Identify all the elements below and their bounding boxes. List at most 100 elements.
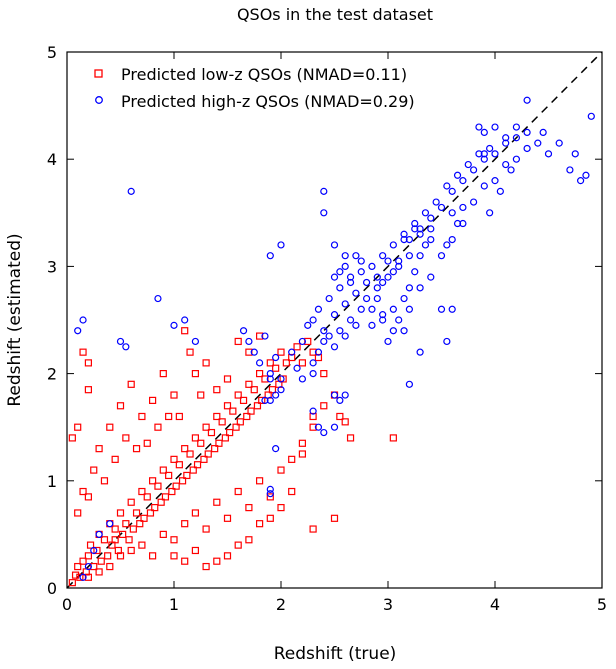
data-point (352, 289, 360, 297)
data-point (202, 562, 210, 571)
data-point (95, 530, 103, 539)
data-point (459, 203, 467, 212)
data-point (127, 498, 135, 506)
reference-line-y-equals-x (66, 51, 603, 589)
data-point (352, 252, 360, 260)
data-point (459, 177, 467, 185)
data-point (106, 520, 114, 528)
data-point (539, 128, 547, 136)
y-tick-label: 3 (47, 257, 57, 276)
data-point (304, 321, 312, 329)
data-point (71, 571, 80, 579)
data-point (534, 139, 542, 147)
data-point (421, 209, 430, 217)
data-point (140, 514, 148, 522)
data-point (512, 134, 521, 142)
data-point (266, 396, 274, 404)
data-point (218, 418, 226, 426)
data-point (325, 332, 333, 340)
data-point (127, 380, 135, 388)
data-point (127, 187, 135, 195)
data-point (288, 348, 296, 356)
data-point (405, 236, 413, 244)
data-point (395, 316, 403, 324)
data-point (336, 327, 344, 335)
data-point (459, 219, 467, 228)
data-point (266, 485, 274, 493)
data-point (486, 144, 494, 153)
data-point (256, 520, 264, 528)
data-point (480, 128, 488, 136)
data-point (129, 525, 137, 533)
data-point (470, 198, 478, 206)
data-point (496, 187, 504, 195)
data-point (320, 209, 328, 217)
data-point (90, 562, 98, 571)
data-point (320, 370, 328, 378)
data-point (437, 252, 446, 260)
data-point (523, 128, 531, 136)
data-point (357, 268, 365, 276)
data-point (159, 530, 167, 539)
data-point (389, 268, 397, 276)
data-point (416, 225, 424, 233)
data-point (320, 187, 328, 195)
data-point (448, 209, 456, 217)
data-point (405, 305, 413, 313)
data-point (114, 546, 122, 555)
data-point (170, 391, 178, 399)
data-point (79, 348, 87, 356)
data-point (149, 396, 157, 404)
data-point (207, 428, 216, 437)
data-point (86, 541, 95, 549)
data-point (330, 391, 339, 399)
data-point (256, 332, 264, 340)
data-point (411, 219, 419, 228)
data-point (221, 434, 229, 442)
data-point (582, 171, 590, 179)
data-point (127, 546, 135, 555)
y-tick-labels: 0 1 2 3 4 5 (47, 43, 57, 598)
data-point (191, 337, 199, 346)
data-point (379, 316, 387, 324)
data-point (266, 490, 274, 498)
data-point (256, 370, 264, 378)
data-point (368, 321, 376, 329)
data-point (266, 252, 274, 260)
data-point (146, 509, 155, 517)
data-point (229, 407, 237, 415)
chart-title: QSOs in the test dataset (237, 5, 433, 24)
data-point (304, 337, 312, 346)
data-point (202, 423, 210, 431)
x-tick-label: 0 (62, 595, 72, 614)
x-tick-labels: 0 1 2 3 4 5 (62, 595, 607, 614)
data-point (437, 305, 446, 313)
data-point (165, 412, 173, 421)
data-point (330, 423, 339, 431)
data-point (84, 359, 93, 367)
data-point (213, 557, 221, 565)
data-point (191, 434, 199, 442)
data-point (175, 461, 183, 469)
data-point (480, 155, 488, 163)
data-point (341, 262, 349, 270)
data-point (272, 391, 280, 399)
data-point (90, 466, 98, 474)
data-point (181, 520, 189, 528)
data-point (234, 391, 242, 399)
data-point (84, 573, 93, 581)
data-point (157, 498, 165, 506)
data-point (170, 536, 178, 544)
data-point (566, 166, 574, 174)
data-point (236, 418, 244, 426)
data-point (427, 214, 435, 222)
data-point (90, 546, 98, 555)
data-point (279, 375, 287, 383)
data-point (453, 171, 462, 179)
data-point (191, 370, 199, 378)
data-point (475, 150, 483, 158)
data-point (298, 375, 306, 383)
data-point (202, 525, 210, 533)
y-tick-label: 5 (47, 43, 57, 62)
